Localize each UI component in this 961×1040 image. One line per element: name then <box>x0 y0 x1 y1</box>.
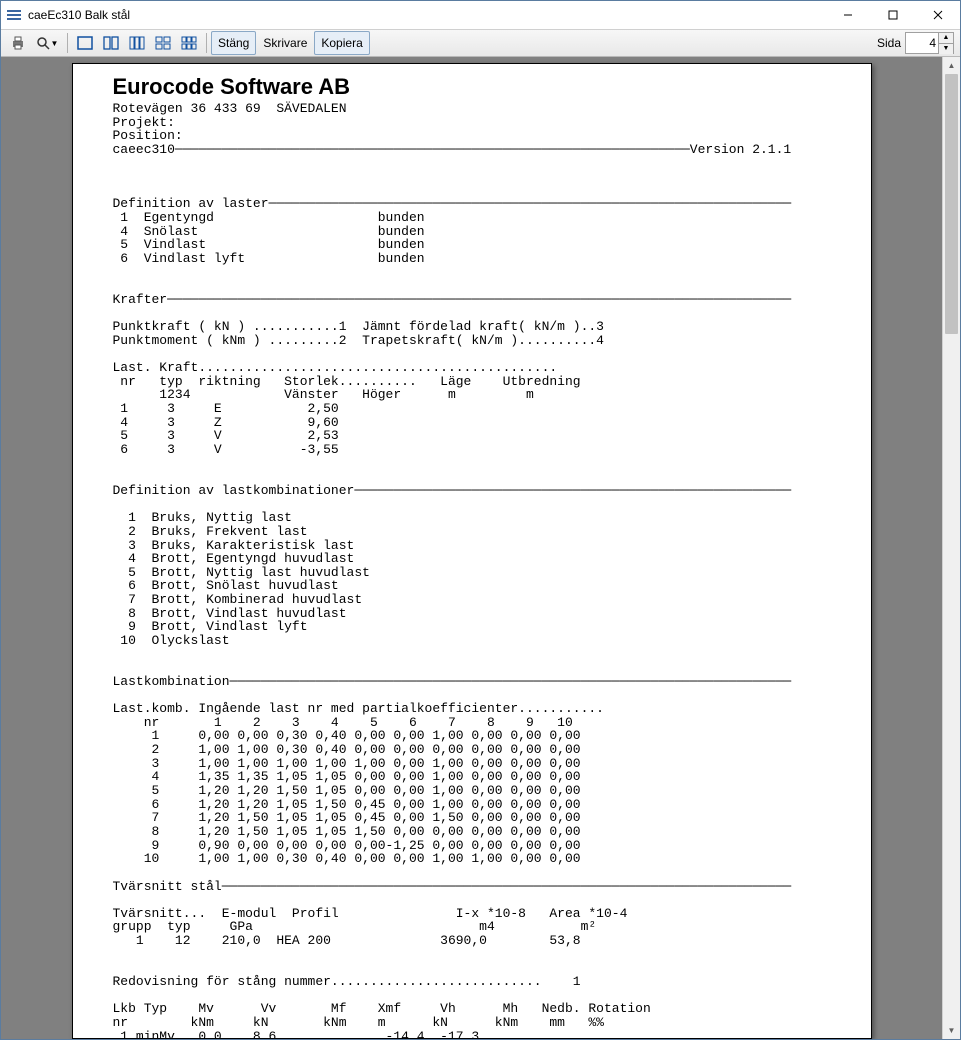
printer-button[interactable]: Skrivare <box>256 31 314 55</box>
layout-2-icon[interactable] <box>99 32 123 54</box>
report-body: Rotevägen 36 433 69 SÄVEDALEN Projekt: P… <box>113 102 831 1039</box>
maximize-button[interactable] <box>870 1 915 29</box>
layout-5-icon[interactable] <box>177 32 201 54</box>
vertical-scrollbar[interactable]: ▲ ▼ <box>942 57 960 1039</box>
spin-down-icon[interactable]: ▼ <box>939 44 953 54</box>
dropdown-arrow-icon: ▼ <box>51 39 59 48</box>
scroll-thumb[interactable] <box>945 74 958 334</box>
close-button[interactable] <box>915 1 960 29</box>
page-number-group: Sida ▲ ▼ <box>877 32 954 54</box>
window-title: caeEc310 Balk stål <box>28 8 825 22</box>
report-page: Eurocode Software AB Rotevägen 36 433 69… <box>72 63 872 1039</box>
scroll-down-icon[interactable]: ▼ <box>943 1022 960 1039</box>
layout-3-icon[interactable] <box>125 32 149 54</box>
toolbar: ▼ Stäng Skrivare Kopiera Sida <box>1 30 960 57</box>
close-report-button[interactable]: Stäng <box>211 31 256 55</box>
zoom-icon[interactable]: ▼ <box>32 32 62 54</box>
title-bar: caeEc310 Balk stål <box>1 1 960 30</box>
print-icon[interactable] <box>6 32 30 54</box>
company-heading: Eurocode Software AB <box>113 74 831 100</box>
scroll-up-icon[interactable]: ▲ <box>943 57 960 74</box>
viewport: Eurocode Software AB Rotevägen 36 433 69… <box>1 57 960 1039</box>
copy-button[interactable]: Kopiera <box>314 31 369 55</box>
toolbar-separator <box>67 33 68 53</box>
layout-4-icon[interactable] <box>151 32 175 54</box>
app-icon <box>6 7 22 23</box>
page-label: Sida <box>877 36 901 50</box>
scroll-track[interactable] <box>943 74 960 1022</box>
spin-up-icon[interactable]: ▲ <box>939 33 953 44</box>
app-window: caeEc310 Balk stål ▼ <box>0 0 961 1040</box>
minimize-button[interactable] <box>825 1 870 29</box>
page-number-input[interactable] <box>906 36 938 50</box>
page-spinner[interactable]: ▲ ▼ <box>905 32 954 54</box>
layout-1-icon[interactable] <box>73 32 97 54</box>
toolbar-separator <box>206 33 207 53</box>
